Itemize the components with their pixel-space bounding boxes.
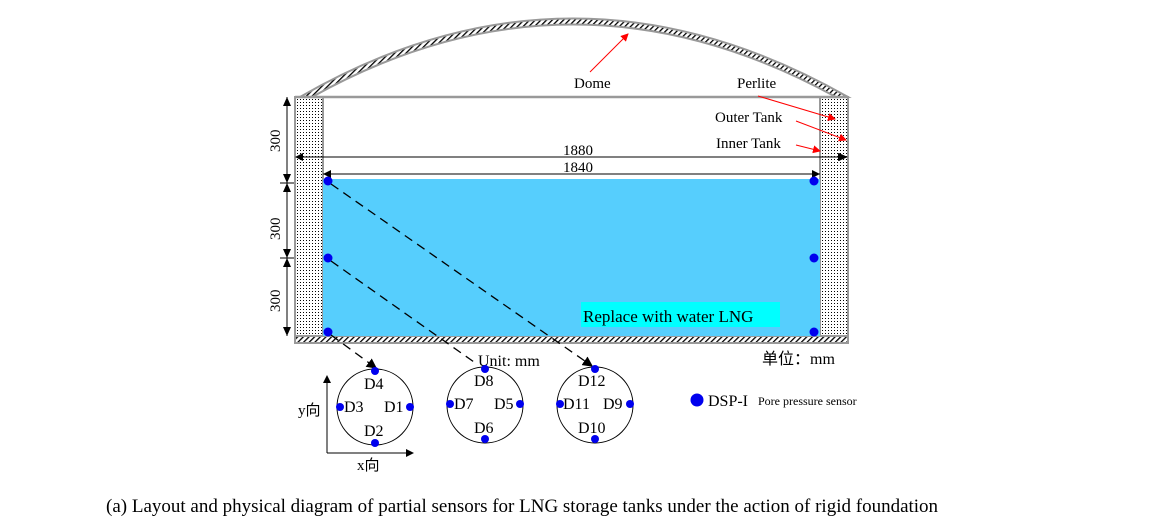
cross-section-2: D8 D7 D5 D6 [446,365,524,444]
caption: (a) Layout and physical diagram of parti… [106,496,939,517]
label-perlite: Perlite [737,76,776,92]
right-wall-perlite [819,96,849,342]
sensor-dot [323,327,333,337]
svg-text:D12: D12 [578,373,606,390]
svg-text:D7: D7 [454,396,474,413]
svg-text:D1: D1 [384,399,404,416]
sensor-dot [323,253,333,263]
label-dome: Dome [574,76,611,92]
unit-cn: 单位：mm [762,350,835,368]
label-outer-tank: Outer Tank [715,110,783,126]
dashed-leaders [330,183,594,369]
dim-height-2: 300 [268,218,284,241]
legend-sub: Pore pressure sensor [758,394,857,408]
legend-sensor-icon [690,393,704,407]
svg-text:D2: D2 [364,423,384,440]
svg-text:D9: D9 [603,396,623,413]
tank-floor [294,335,849,344]
svg-text:D8: D8 [474,373,494,390]
sensor-dot [809,176,819,186]
water-label: Replace with water LNG [583,307,753,326]
wall-sensors [323,176,819,337]
dim-height-1: 300 [268,130,284,153]
legend: DSP-I Pore pressure sensor [690,393,857,410]
dim-height-3: 300 [268,290,284,313]
svg-text:D3: D3 [344,399,364,416]
unit-en: Unit: mm [478,353,540,370]
left-wall-perlite [294,96,324,342]
sensor-dot [809,327,819,337]
svg-text:D10: D10 [578,420,606,437]
cross-section-3: D12 D11 D9 D10 [556,365,634,444]
svg-text:D11: D11 [563,396,590,413]
legend-main: DSP-I [708,393,748,410]
dim-1880: 1880 [563,143,593,159]
cross-section-1: D4 D3 D1 D2 [336,367,414,447]
x-axis-label: x向 [357,457,380,474]
sensor-dot [809,253,819,263]
svg-text:D6: D6 [474,420,494,437]
dim-1840: 1840 [563,160,593,176]
water-label-box [581,302,780,327]
y-axis-label: y向 [298,402,321,419]
label-inner-tank: Inner Tank [716,136,781,152]
svg-text:D4: D4 [364,376,384,393]
sensor-dot [323,176,333,186]
svg-text:D5: D5 [494,396,514,413]
